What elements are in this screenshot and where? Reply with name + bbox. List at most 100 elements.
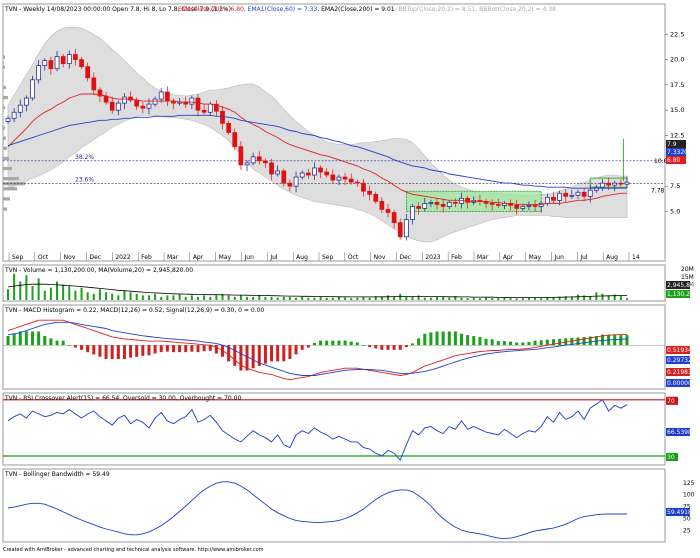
up-candle <box>526 205 532 207</box>
down-candle <box>618 182 624 185</box>
volume-bar <box>515 298 518 300</box>
macd-histogram-bar <box>196 345 200 353</box>
macd-histogram-bar <box>355 342 359 346</box>
volume-bar <box>31 286 34 300</box>
macd-histogram-bar <box>245 345 249 371</box>
volume-bar <box>619 296 622 300</box>
macd-histogram-bar <box>576 337 580 346</box>
macd-histogram-bar <box>435 331 439 346</box>
volume-bar <box>105 292 108 300</box>
down-candle <box>103 95 109 103</box>
bandwidth-y-tick: 100 <box>683 492 695 499</box>
macd-histogram-bar <box>625 335 629 346</box>
price-legend: EMA(Close,20) = 6.80, EMA1(Close,60) = 7… <box>178 6 556 13</box>
volume-bar <box>589 296 592 300</box>
macd-value-tag <box>666 368 690 376</box>
y-tick-label: 17.5 <box>670 81 684 89</box>
bandwidth-panel-frame <box>2 468 666 543</box>
macd-histogram-bar <box>251 345 255 369</box>
x-tick-label: Jul <box>269 254 278 261</box>
down-candle <box>214 103 219 112</box>
x-tick-label: 2022 <box>115 254 130 261</box>
volume-bar <box>252 296 255 300</box>
volume-bar <box>558 296 561 300</box>
volume-profile-bar <box>3 166 12 171</box>
macd-histogram-bar <box>502 341 506 346</box>
macd-histogram-bar <box>417 338 421 346</box>
volume-bar <box>478 298 481 300</box>
volume-bar <box>534 297 537 300</box>
up-candle <box>30 79 35 99</box>
down-candle <box>391 212 397 223</box>
volume-bar <box>233 296 236 300</box>
macd-histogram-bar <box>429 332 433 346</box>
volume-bar <box>276 297 279 300</box>
down-candle <box>201 109 207 113</box>
macd-histogram-bar <box>239 345 243 371</box>
volume-bar <box>166 295 169 300</box>
down-candle <box>532 205 538 207</box>
volume-bar <box>7 289 9 300</box>
up-candle <box>575 191 581 196</box>
volume-bar <box>570 296 573 300</box>
x-tick-label: May <box>219 254 232 261</box>
fib-level-label: 38.2% <box>75 154 94 161</box>
down-candle <box>416 206 421 209</box>
y-tick-label: 7.5 <box>670 182 680 190</box>
macd-histogram-bar <box>43 336 47 346</box>
volume-bar <box>80 287 83 300</box>
macd-value-tag <box>666 346 690 354</box>
volume-profile-bar <box>3 106 5 110</box>
volume-value-tag <box>666 281 690 289</box>
rsi-value-tag-text: 30 <box>667 454 675 461</box>
macd-histogram-bar <box>588 336 592 346</box>
volume-profile-bar <box>3 187 17 191</box>
volume-bar <box>258 295 261 300</box>
volume-bar <box>337 296 340 300</box>
macd-histogram-bar <box>288 345 292 360</box>
volume-bar <box>411 296 414 300</box>
down-candle <box>164 91 170 102</box>
macd-histogram-bar <box>116 345 120 360</box>
x-tick-label: Nov <box>374 254 386 261</box>
x-tick-label: Nov <box>64 254 76 261</box>
volume-bar <box>374 296 377 300</box>
macd-histogram-bar <box>208 345 212 351</box>
macd-histogram-bar <box>294 345 298 355</box>
up-candle <box>600 182 605 188</box>
legend-entry: , BBBot(Close,20,2) = 4.38 <box>475 6 556 13</box>
legend-entry: , EMA1(Close,60) = 7.33 <box>244 6 318 13</box>
macd-histogram-bar <box>423 333 427 346</box>
volume-bar <box>380 296 383 300</box>
macd-signal-line <box>7 321 628 376</box>
volume-bar <box>307 297 310 300</box>
down-candle <box>318 167 323 173</box>
volume-bar <box>25 275 28 300</box>
volume-bar <box>221 293 224 300</box>
macd-histogram-bar <box>582 336 586 346</box>
footer-text: Created with AmiBroker - advanced charti… <box>3 547 264 553</box>
up-candle <box>250 156 256 164</box>
down-candle <box>551 196 556 201</box>
volume-bar <box>576 294 579 300</box>
macd-histogram-bar <box>300 345 304 350</box>
volume-profile-bar <box>3 96 8 100</box>
macd-histogram-bar <box>496 341 500 346</box>
volume-bar <box>56 281 59 300</box>
up-candle <box>299 172 305 178</box>
macd-histogram-bar <box>92 345 96 355</box>
down-candle <box>232 132 238 148</box>
down-candle <box>128 96 133 101</box>
down-candle <box>220 110 225 124</box>
macd-histogram-bar <box>270 345 274 362</box>
macd-histogram-bar <box>31 331 35 346</box>
volume-bar <box>466 298 469 300</box>
down-candle <box>269 162 274 175</box>
x-tick-label: Oct <box>38 254 49 261</box>
macd-histogram-bar <box>558 338 562 346</box>
up-candle <box>54 56 60 70</box>
up-candle <box>422 203 428 209</box>
volume-panel-title: TVN - Volume = 1,130,200.00, MA(Volume,2… <box>4 267 193 274</box>
macd-histogram-bar <box>178 345 182 353</box>
volume-bar <box>509 298 512 300</box>
